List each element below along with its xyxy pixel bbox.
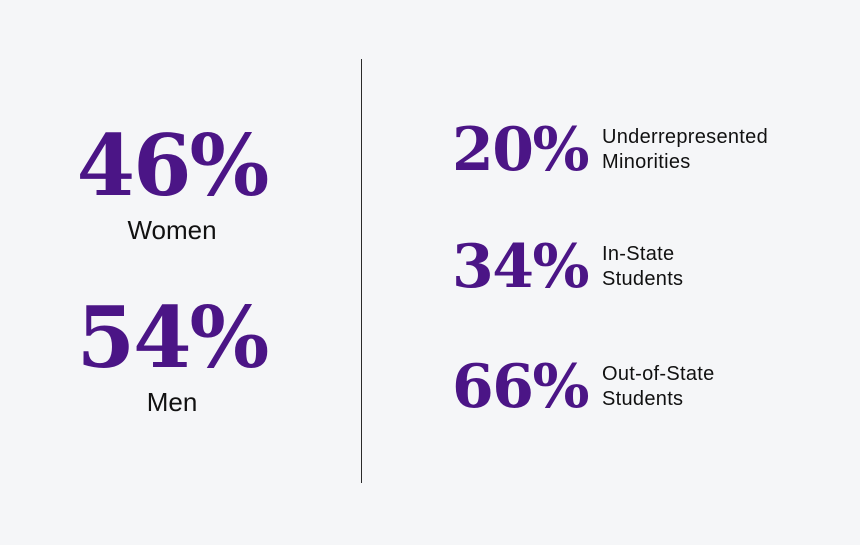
stat-underrepresented-label: Underrepresented Minorities bbox=[602, 125, 768, 175]
vertical-divider bbox=[361, 59, 362, 483]
stat-underrepresented-label-line1: Underrepresented bbox=[602, 126, 769, 148]
stat-in-state-label: In-State Students bbox=[602, 242, 683, 292]
stat-out-of-state-label-line2: Students bbox=[602, 388, 684, 410]
stat-in-state-students: 34% In-State Students bbox=[452, 237, 683, 297]
stat-underrepresented-label-line2: Minorities bbox=[602, 151, 691, 173]
stat-out-of-state-students: 66% Out-of-State Students bbox=[452, 357, 715, 417]
stat-women: 46% Women bbox=[42, 124, 302, 245]
stat-in-state-label-line1: In-State bbox=[602, 243, 675, 265]
stat-out-of-state-percent: 66% bbox=[452, 352, 590, 422]
stat-out-of-state-label-line1: Out-of-State bbox=[602, 363, 715, 385]
stat-underrepresented-minorities: 20% Underrepresented Minorities bbox=[452, 120, 768, 180]
stat-men-label: Men bbox=[146, 387, 198, 417]
stat-in-state-label-line2: Students bbox=[602, 268, 684, 290]
stat-underrepresented-percent: 20% bbox=[452, 115, 590, 185]
stat-in-state-percent: 34% bbox=[452, 232, 590, 302]
stat-men-percent: 54% bbox=[76, 288, 270, 387]
stat-men: 54% Men bbox=[42, 296, 302, 417]
stat-women-label: Women bbox=[127, 215, 217, 245]
stat-out-of-state-label: Out-of-State Students bbox=[602, 362, 715, 412]
stat-women-percent: 46% bbox=[76, 116, 270, 215]
